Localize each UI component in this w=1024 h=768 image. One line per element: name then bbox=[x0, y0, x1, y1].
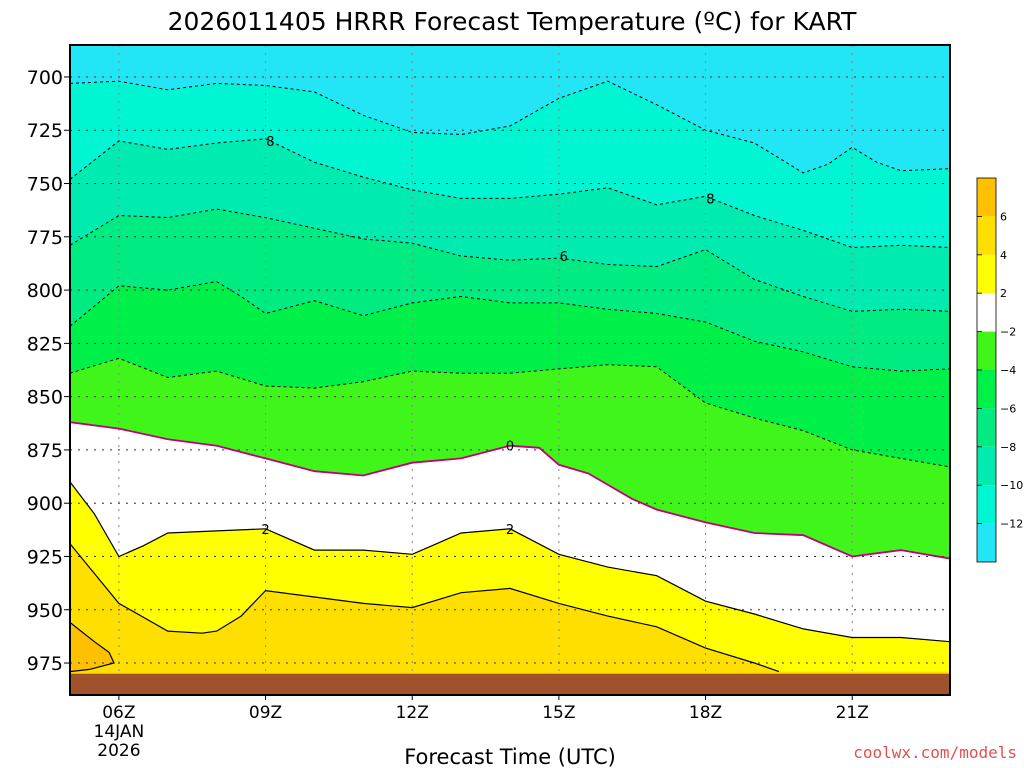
y-tick-label: 925 bbox=[27, 546, 63, 568]
colorbar-swatch bbox=[977, 446, 996, 486]
isotherm-4 bbox=[70, 543, 780, 673]
temperature-fill-layer bbox=[70, 39, 950, 695]
isotherm-6 bbox=[70, 622, 115, 673]
colorbar-label: −10 bbox=[1000, 479, 1023, 492]
colorbar-swatch bbox=[977, 370, 996, 409]
fill-band-coldest-corner bbox=[866, 45, 950, 64]
contour-label: 2 bbox=[261, 523, 269, 538]
chart-title: 2026011405 HRRR Forecast Temperature (ºC… bbox=[168, 7, 858, 36]
colorbar-swatch bbox=[977, 331, 996, 370]
fill-band-below-4 bbox=[70, 543, 950, 695]
contour-label: 8 bbox=[266, 135, 274, 150]
colorbar-label: −2 bbox=[1000, 326, 1016, 339]
x-axis-label: Forecast Time (UTC) bbox=[404, 745, 616, 768]
isotherm-0 bbox=[70, 421, 950, 560]
isotherm-minus-8 bbox=[70, 208, 950, 312]
contour-label: 0 bbox=[506, 440, 514, 455]
colorbar-label: −8 bbox=[1000, 441, 1016, 454]
x-tick-label: 06Z bbox=[102, 703, 135, 723]
y-tick-label: 975 bbox=[27, 653, 63, 675]
y-tick-label: 875 bbox=[27, 440, 63, 462]
x-tick-label: 21Z bbox=[836, 703, 869, 723]
isotherm-minus-6 bbox=[70, 281, 950, 372]
colorbar-swatch bbox=[977, 216, 996, 255]
x-date-label: 14JAN bbox=[94, 722, 145, 742]
y-tick-label: 750 bbox=[27, 174, 63, 196]
x-tick-label: 18Z bbox=[689, 703, 722, 723]
colorbar-swatch bbox=[977, 408, 996, 447]
colorbar-swatch bbox=[977, 293, 996, 332]
contour-label: 8 bbox=[706, 192, 714, 207]
colorbar-swatch bbox=[977, 485, 996, 524]
x-year-label: 2026 bbox=[97, 741, 140, 761]
ground-layer bbox=[70, 673, 950, 695]
y-tick-label: 825 bbox=[27, 333, 63, 355]
contour-label: 6 bbox=[560, 250, 568, 265]
source-credit[interactable]: coolwx.com/models bbox=[853, 743, 1017, 762]
colorbar-swatch bbox=[977, 178, 996, 217]
colorbar-label: −6 bbox=[1000, 402, 1016, 415]
x-tick-label: 12Z bbox=[396, 703, 429, 723]
contour-labels: 8 8 6 0 2 2 bbox=[261, 135, 714, 538]
isotherm-2 bbox=[70, 481, 950, 643]
contour-label: 2 bbox=[506, 523, 514, 538]
y-tick-label: 725 bbox=[27, 120, 63, 142]
y-tick-label: 775 bbox=[27, 227, 63, 249]
grid-lines bbox=[70, 45, 950, 695]
fill-band-warm-pocket bbox=[70, 622, 114, 672]
fill-band-top-pocket bbox=[461, 39, 803, 43]
colorbar-label: −4 bbox=[1000, 364, 1016, 377]
isotherm-minus-4 bbox=[70, 357, 950, 468]
y-tick-label: 700 bbox=[27, 67, 63, 89]
colorbar-swatch bbox=[977, 254, 996, 294]
y-tick-label: 900 bbox=[27, 493, 63, 515]
colorbar-label: −12 bbox=[1000, 518, 1023, 531]
ground-surface bbox=[70, 673, 950, 695]
pressure-axis: 700 725 750 775 800 825 850 875 900 925 950 975 bbox=[27, 67, 70, 675]
y-tick-label: 950 bbox=[27, 600, 63, 622]
plot-frame bbox=[69, 44, 951, 696]
isotherm-lines bbox=[70, 39, 950, 673]
isotherm-minus-12 bbox=[70, 80, 950, 174]
colorbar-label: 6 bbox=[1000, 210, 1007, 223]
colorbar-label: 2 bbox=[1000, 287, 1007, 300]
colorbar-label: 4 bbox=[1000, 249, 1007, 262]
colorbar-swatch bbox=[977, 523, 996, 562]
x-tick-label: 15Z bbox=[542, 703, 575, 723]
y-tick-label: 850 bbox=[27, 387, 63, 409]
isotherm-minus-10 bbox=[70, 138, 950, 249]
y-tick-label: 800 bbox=[27, 280, 63, 302]
isotherm-minus-14 bbox=[461, 39, 803, 43]
colorbar-legend: 6 4 2 −2 −4 −6 −8 −10 −12 bbox=[976, 177, 1023, 563]
x-tick-label: 09Z bbox=[249, 703, 282, 723]
